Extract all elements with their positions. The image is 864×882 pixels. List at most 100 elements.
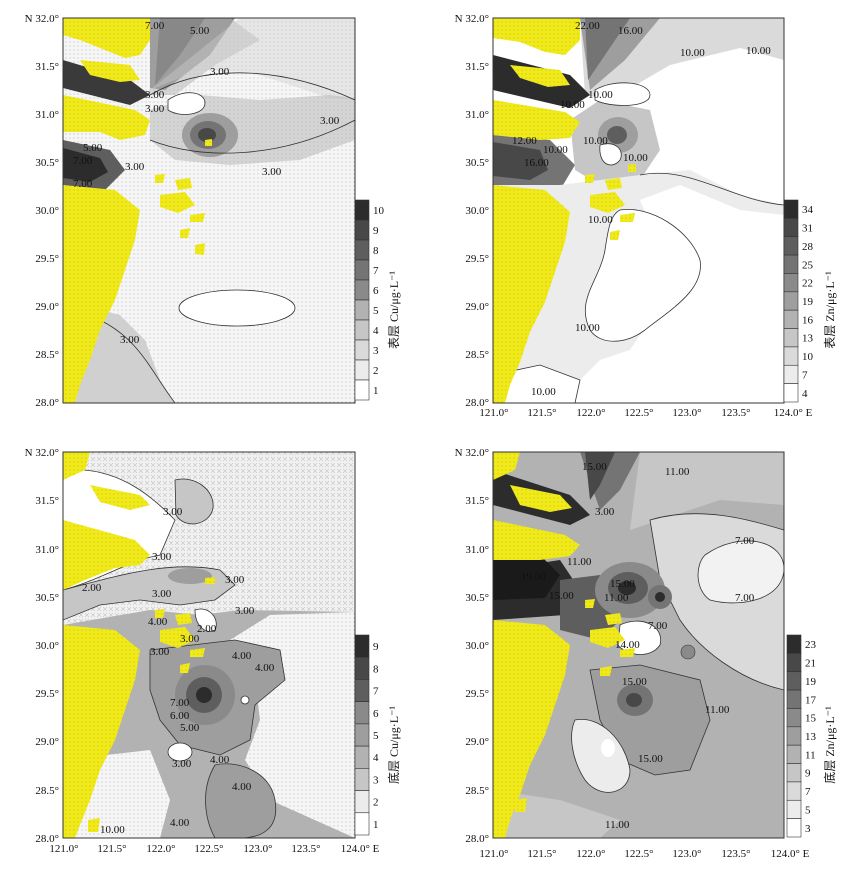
- legend-swatch: [786, 818, 802, 838]
- contour-label: 3.00: [152, 551, 172, 563]
- legend-tick: 21: [805, 658, 816, 670]
- contour-label: 7.00: [145, 20, 165, 32]
- x-tick: 121.0°: [479, 407, 508, 419]
- legend-swatch: [354, 299, 370, 321]
- legend-tick: 2: [373, 365, 379, 377]
- legend-swatch: [786, 763, 802, 783]
- contour-label: 22.00: [575, 20, 600, 32]
- map-frame: [492, 451, 785, 839]
- contour-label: 10.00: [583, 135, 608, 147]
- x-tick: 122.5°: [194, 843, 223, 855]
- legend-title: 表层 Cu/μg·L⁻¹: [387, 271, 401, 349]
- contour-label: 15.00: [610, 578, 635, 590]
- y-tick: 29.0°: [35, 301, 59, 313]
- x-tick: 121.0°: [49, 843, 78, 855]
- panel-bottom-zn: 15.00 11.00 3.00 11.00 19.00 15.00 15.00…: [455, 447, 837, 860]
- y-tick: 28.5°: [35, 349, 59, 361]
- contour-label: 2.00: [82, 582, 102, 594]
- contour-label: 3.00: [180, 633, 200, 645]
- y-tick: 29.5°: [35, 688, 59, 700]
- legend-tick: 11: [805, 749, 816, 761]
- legend-tick: 1: [373, 819, 379, 831]
- legend-swatch: [354, 701, 370, 725]
- legend-tick: 3: [373, 345, 379, 357]
- contour-label: 3.00: [125, 161, 145, 173]
- contour-label: 7.00: [648, 620, 668, 632]
- legend-tick: 16: [802, 314, 814, 326]
- contour-label: 5.00: [180, 722, 200, 734]
- contour-label: 7.00: [73, 155, 93, 167]
- legend-surface-zn: 34 31 28 25 22 19 16 13 10 7 4 表层 Zn/μg·L⁻¹: [783, 199, 837, 403]
- contour-label: 15.00: [638, 753, 663, 765]
- y-tick: N 32.0°: [25, 13, 59, 25]
- y-tick: 30.5°: [35, 592, 59, 604]
- legend-tick: 9: [373, 225, 379, 237]
- legend-swatch: [354, 745, 370, 769]
- contour-label: 2.00: [197, 623, 217, 635]
- legend-tick: 4: [373, 752, 379, 764]
- contour-label: 6.00: [170, 710, 190, 722]
- y-tick: 29.5°: [465, 253, 489, 265]
- legend-tick: 23: [805, 639, 817, 651]
- legend-swatch: [786, 671, 802, 691]
- contour-label: 11.00: [604, 592, 629, 604]
- y-tick: N 32.0°: [455, 13, 489, 25]
- y-tick: 28.5°: [465, 785, 489, 797]
- y-tick: 30.0°: [35, 205, 59, 217]
- contour-label: 3.00: [262, 166, 282, 178]
- contour-label: 10.00: [531, 386, 556, 398]
- y-tick: 30.5°: [35, 157, 59, 169]
- contour-label: 4.00: [232, 781, 252, 793]
- legend-swatch: [354, 812, 370, 836]
- legend-tick: 9: [373, 641, 379, 653]
- legend-tick: 8: [373, 245, 379, 257]
- legend-tick: 7: [373, 686, 379, 698]
- contour-label: 10.00: [575, 322, 600, 334]
- y-tick: 29.5°: [35, 253, 59, 265]
- legend-swatch: [354, 656, 370, 680]
- legend-swatch: [786, 689, 802, 709]
- legend-swatch: [783, 383, 799, 403]
- contour-label: 11.00: [705, 704, 730, 716]
- x-tick: 122.0°: [146, 843, 175, 855]
- legend-tick: 17: [805, 694, 817, 706]
- contour-label: 3.00: [225, 574, 245, 586]
- legend-tick: 6: [373, 285, 379, 297]
- legend-swatch: [354, 259, 370, 281]
- panel-surface-cu: 7.00 5.00 3.00 3.00 3.00 3.00 5.00 7.00 …: [25, 13, 401, 409]
- y-tick: 31.5°: [465, 495, 489, 507]
- contour-label: 4.00: [148, 616, 168, 628]
- contour-label: 5.00: [83, 142, 103, 154]
- contour-label: 11.00: [605, 819, 630, 831]
- contour-label: 10.00: [100, 824, 125, 836]
- y-tick: 31.0°: [465, 544, 489, 556]
- legend-swatch: [783, 364, 799, 384]
- legend-swatch: [354, 339, 370, 361]
- x-tick: 123.0°: [672, 407, 701, 419]
- contour-label: 3.00: [145, 89, 165, 101]
- legend-swatch: [354, 768, 370, 791]
- legend-tick: 34: [802, 204, 814, 216]
- y-tick: 30.5°: [465, 592, 489, 604]
- legend-tick: 1: [373, 385, 379, 397]
- legend-tick: 4: [802, 388, 808, 400]
- contour-label: 16.00: [524, 157, 549, 169]
- legend-swatch: [786, 781, 802, 801]
- legend-tick: 19: [802, 296, 814, 308]
- y-tick: 31.0°: [35, 109, 59, 121]
- y-tick: 29.5°: [465, 688, 489, 700]
- contour-label: 3.00: [235, 605, 255, 617]
- legend-swatch: [783, 236, 799, 256]
- legend-swatch: [783, 309, 799, 329]
- legend-tick: 22: [802, 278, 813, 290]
- legend-tick: 7: [373, 265, 379, 277]
- y-tick: 31.0°: [35, 544, 59, 556]
- y-tick: 31.5°: [465, 61, 489, 73]
- legend-swatch: [786, 726, 802, 746]
- contour-label: 10.00: [543, 144, 568, 156]
- contour-label: 3.00: [120, 334, 140, 346]
- contour-label: 10.00: [588, 89, 613, 101]
- x-tick: 123.5°: [291, 843, 320, 855]
- legend-tick: 3: [373, 774, 379, 786]
